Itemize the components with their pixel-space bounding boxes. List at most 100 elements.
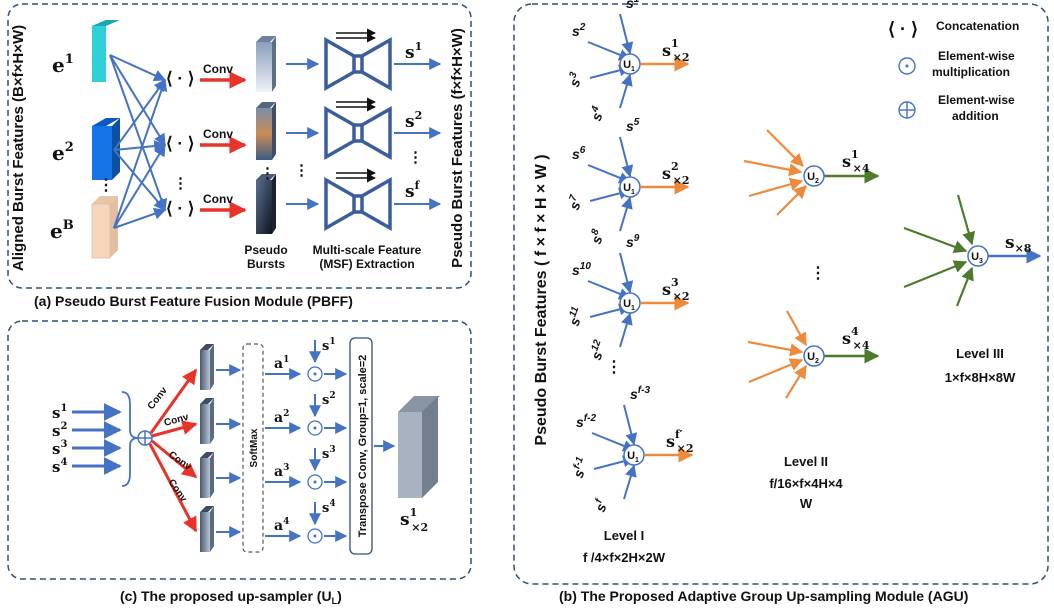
svg-text:U2: U2 <box>807 171 819 185</box>
upsampler-features <box>200 344 214 552</box>
level1-input-label: s5 <box>626 117 640 134</box>
input-e1: e1 <box>52 52 74 77</box>
conv-label-2: Conv <box>203 127 233 141</box>
level1-input-label: sf-1 <box>569 455 592 480</box>
input-eB: eB <box>50 218 74 243</box>
level3-dims: 1×f×8H×8W <box>945 370 1016 385</box>
concat-icon-2: ⟨ · ⟩ <box>166 134 194 153</box>
svg-text:U3: U3 <box>971 251 983 265</box>
conv-arrows <box>200 71 247 219</box>
conv-label-3: Conv <box>203 192 233 206</box>
level3-title: Level III <box>956 346 1004 361</box>
svg-text:U2: U2 <box>807 351 819 365</box>
level2-dots: ⋮ <box>810 265 826 282</box>
panel-a-border <box>7 3 472 289</box>
transpose-conv-label: Transpose Conv, Group=1, scale=2 <box>357 355 369 538</box>
plus-circle-icon <box>137 430 153 446</box>
concat-icon-3: ⟨ · ⟩ <box>166 199 194 218</box>
level1-input-label: sf <box>591 496 611 514</box>
level1-input-arrow <box>619 252 634 294</box>
panel-c-border <box>7 320 472 580</box>
level1-input-label: s2 <box>572 22 586 39</box>
upsampler-node-u1 <box>619 292 641 314</box>
level1-output-label: s2 ×2 <box>662 160 690 187</box>
level1-input-arrow <box>619 13 634 55</box>
upsampler-node-label: U1 <box>623 182 635 196</box>
level1-node-4: sf-3 sf-2 sf-1 sf U1 sf′ ×2 <box>569 385 694 514</box>
upsampled-output <box>398 396 440 498</box>
attention-a3: a3 <box>274 463 289 480</box>
dot-circle-centers <box>313 372 317 538</box>
msf-input-arrows <box>286 58 320 210</box>
feature-eB <box>91 196 118 259</box>
level2-output-2: s4 ×4 <box>842 325 870 352</box>
level1-input-arrow <box>619 73 633 109</box>
level1-input-label: s9 <box>626 233 640 250</box>
transpose-conv-box <box>349 337 373 555</box>
level1-input-arrow <box>623 404 638 446</box>
plus-circle-icon-legend <box>898 101 916 119</box>
mult-s1: s1 <box>322 337 336 354</box>
level1-input-arrow <box>619 312 633 348</box>
upsampler-conv-4: Conv <box>166 477 190 504</box>
level2-title: Level II <box>784 454 828 469</box>
attention-a2: a2 <box>274 409 289 426</box>
final-output: s×8 <box>1005 233 1032 255</box>
pseudo-burst-3 <box>256 174 276 234</box>
output-dots: ⋮ <box>408 149 423 166</box>
msf-label: Multi-scale Feature (MSF) Extraction <box>313 243 422 271</box>
msf-block-3 <box>324 168 392 232</box>
level1-output-label: s1 ×2 <box>662 37 690 64</box>
upsampler-input-arrows <box>72 403 122 475</box>
legend: ⟨ · ⟩ Concatenation Element-wise multipli… <box>888 19 1019 123</box>
output-sf: sf <box>405 179 421 202</box>
level1-output-label: sf′ ×2 <box>666 428 694 455</box>
mult-s4: s4 <box>322 499 336 516</box>
level1-input-label: s11 <box>565 305 587 328</box>
upsampler-input-s3: s3 <box>52 439 67 458</box>
level1-input-arrow <box>623 464 637 500</box>
panel-b-caption: (b) The Proposed Adaptive Group Up-sampl… <box>559 588 968 604</box>
level1-input-label: s3 <box>565 70 586 89</box>
brace <box>121 391 139 487</box>
mult-s3: s3 <box>322 445 336 462</box>
level2-node-2: U2 s4 ×4 <box>747 310 880 399</box>
upsampler-node-label: U1 <box>627 450 639 464</box>
panel-c: s1 s2 s3 s4 Conv Conv Conv Conv <box>7 320 472 580</box>
level2-dims: f/16×f×4H×4 W <box>769 476 843 511</box>
panel-a-caption: (a) Pseudo Burst Feature Fusion Module (… <box>34 293 353 309</box>
softmax-box <box>242 343 264 553</box>
level1-input-label: s1 <box>626 0 640 11</box>
level2-output-1: s1 ×4 <box>842 148 870 175</box>
dot-circle-icons <box>307 366 323 544</box>
softmax-input-arrows <box>216 364 242 538</box>
level1-input-label: sf-2 <box>576 413 596 430</box>
upsampler-node-u1 <box>619 53 641 75</box>
panel-b-border <box>513 3 1049 585</box>
legend-concat-label: Concatenation <box>936 19 1019 33</box>
msf-block-1 <box>324 28 392 92</box>
softmax-label: SoftMax <box>249 428 260 467</box>
upsampler-output: s1 ×2 <box>400 506 428 534</box>
panel-a-left-label: Aligned Burst Features (B×f×H×W) <box>10 25 27 271</box>
msf-output-arrows <box>394 58 442 210</box>
upsampler-input-s2: s2 <box>52 421 67 440</box>
level3-node: U3 s×8 <box>903 194 1042 307</box>
level1-dots: ⋮ <box>606 359 622 376</box>
upsampler-input-s4: s4 <box>52 457 67 476</box>
level1-input-label: s6 <box>572 145 586 162</box>
level1-dims: f /4×f×2H×2W <box>583 550 666 565</box>
upsampler-node-u1 <box>623 444 645 466</box>
output-s1: s1 <box>405 40 422 63</box>
upsampler-conv-arrows <box>148 368 198 533</box>
pseudo-burst-2 <box>256 102 276 160</box>
msf-block-2 <box>324 97 392 161</box>
panel-b-side-label: Pseudo Burst Features ( f × f × H × W ) <box>533 154 550 445</box>
feature-dots: ⋮ <box>98 177 114 194</box>
level1-input-arrow <box>619 196 633 232</box>
panel-a: Aligned Burst Features (B×f×H×W) Pseudo … <box>7 3 472 289</box>
msf-dots: ⋮ <box>294 162 309 179</box>
